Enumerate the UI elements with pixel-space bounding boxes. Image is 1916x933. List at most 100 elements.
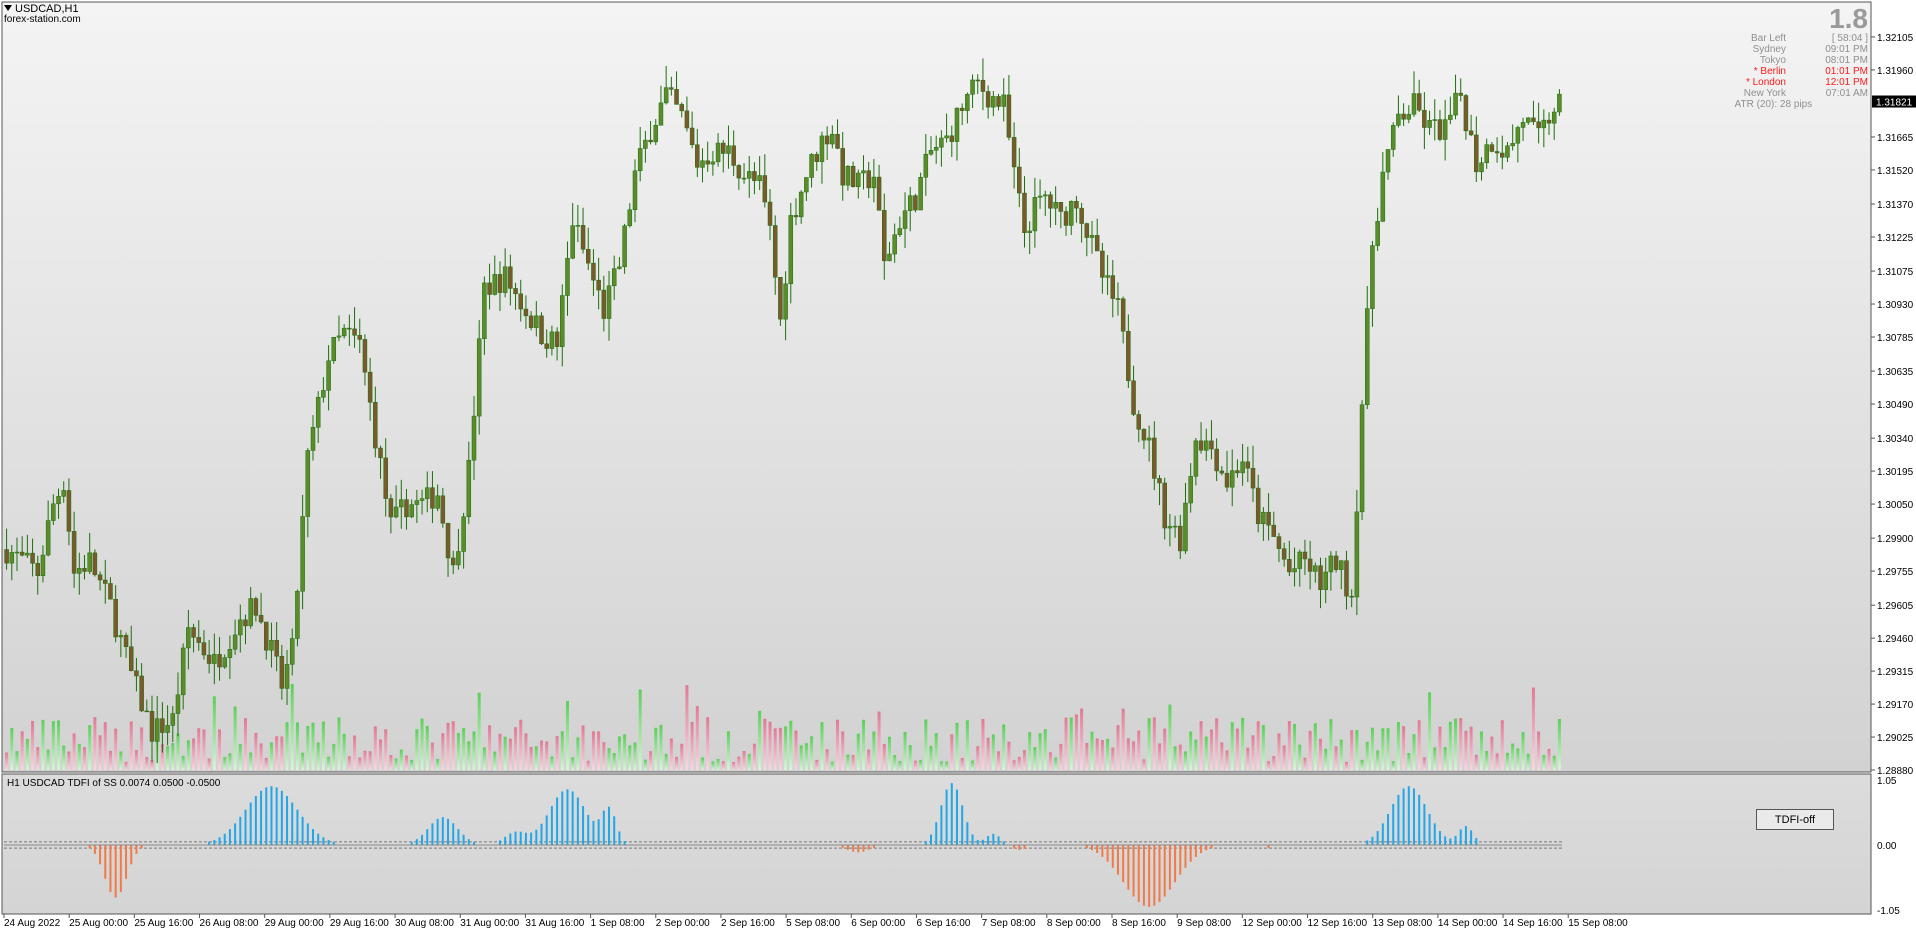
candle-body [1266, 511, 1271, 526]
volume-bar [804, 743, 808, 770]
info-label: Sydney [1752, 44, 1786, 55]
candle-body [679, 104, 684, 112]
volume-bar [1277, 733, 1281, 770]
volume-bar [62, 745, 66, 770]
volume-bar [254, 732, 258, 770]
candle-body [373, 402, 378, 449]
candle-body [850, 166, 856, 188]
candle-body [534, 315, 539, 328]
candle-body [746, 171, 752, 179]
volume-bar [1256, 721, 1260, 770]
time-tick-label: 2 Sep 16:00 [721, 918, 775, 929]
candle-body [544, 343, 549, 349]
candle-body [40, 554, 46, 576]
candle-body [1520, 122, 1526, 128]
candle-body [606, 285, 612, 319]
candle-body [165, 725, 170, 733]
volume-bar [1085, 743, 1089, 770]
volume-bar [218, 729, 222, 770]
volume-bar [472, 731, 476, 770]
volume-bar [1069, 717, 1073, 770]
tdfi-tick-label: -1.05 [1877, 906, 1900, 917]
info-label: * London [1745, 77, 1786, 88]
candle-body [528, 315, 534, 328]
volume-bar [1215, 718, 1219, 770]
volume-bar [498, 733, 502, 770]
candle-body [1048, 194, 1053, 209]
candle-body [71, 531, 77, 574]
candle-body [243, 619, 248, 627]
volume-bar [301, 752, 305, 770]
volume-bar [347, 756, 351, 770]
candle-body [575, 225, 581, 227]
volume-bar [675, 756, 679, 770]
candle-body [1287, 559, 1292, 573]
volume-bar [1033, 747, 1037, 770]
volume-bar [1230, 722, 1234, 770]
volume-bar [145, 757, 149, 770]
candle-body [1204, 440, 1209, 451]
volume-bar [861, 719, 865, 770]
volume-bar [690, 721, 694, 770]
candle-body [1328, 555, 1334, 573]
volume-bar [269, 742, 273, 770]
volume-bar [46, 749, 50, 770]
volume-bar [659, 724, 663, 770]
candle-body [1074, 200, 1079, 209]
candle-body [305, 450, 311, 517]
candle-body [1437, 119, 1443, 140]
time-tick-label: 14 Sep 16:00 [1503, 918, 1563, 929]
candle-body [1380, 171, 1386, 222]
candle-body [1458, 92, 1463, 96]
volume-bar [462, 728, 466, 770]
candle-body [227, 649, 233, 658]
time-tick-label: 8 Sep 00:00 [1047, 918, 1101, 929]
volume-bar [991, 734, 995, 770]
volume-bar [1396, 722, 1400, 770]
candle-body [300, 516, 305, 592]
candle-body [1084, 223, 1090, 238]
dropdown-triangle-icon[interactable] [4, 5, 12, 11]
candle-body [180, 647, 186, 696]
candle-body [186, 627, 191, 649]
candle-body [861, 170, 866, 174]
volume-bar [342, 733, 346, 770]
candle-body [482, 282, 487, 339]
candle-body [492, 274, 498, 295]
time-tick-label: 31 Aug 00:00 [460, 918, 519, 929]
volume-bar [794, 730, 798, 770]
price-tick-label: 1.29460 [1877, 634, 1914, 645]
volume-bar [88, 725, 92, 770]
volume-bar [633, 742, 637, 770]
tdfi-toggle-button[interactable]: TDFI-off [1756, 809, 1834, 830]
candle-body [56, 496, 61, 505]
volume-bar [1022, 750, 1026, 770]
candle-body [508, 266, 513, 289]
volume-bar [1500, 720, 1504, 770]
volume-bar [415, 729, 419, 770]
volume-bar [1235, 728, 1239, 770]
volume-bar [836, 719, 840, 770]
volume-bar [763, 718, 767, 770]
volume-bar [410, 760, 414, 770]
candle-body [113, 598, 118, 638]
candle-body [466, 459, 472, 518]
candle-body [103, 579, 108, 584]
volume-bar [1329, 719, 1333, 770]
candle-body [752, 171, 757, 182]
price-tick-label: 1.29170 [1877, 700, 1914, 711]
volume-bar [981, 718, 985, 770]
candle-body [134, 670, 139, 677]
volume-bar [1204, 736, 1208, 770]
candle-body [4, 549, 9, 564]
volume-bar [238, 744, 242, 770]
symbol-title[interactable]: USDCAD,H1 [4, 3, 79, 15]
volume-bar [581, 725, 585, 770]
price-tick-label: 1.31960 [1877, 66, 1914, 77]
candle-body [1235, 470, 1240, 474]
candle-body [264, 621, 269, 651]
candle-body [591, 262, 596, 281]
candle-body [1484, 144, 1489, 164]
volume-bar [1511, 743, 1515, 770]
